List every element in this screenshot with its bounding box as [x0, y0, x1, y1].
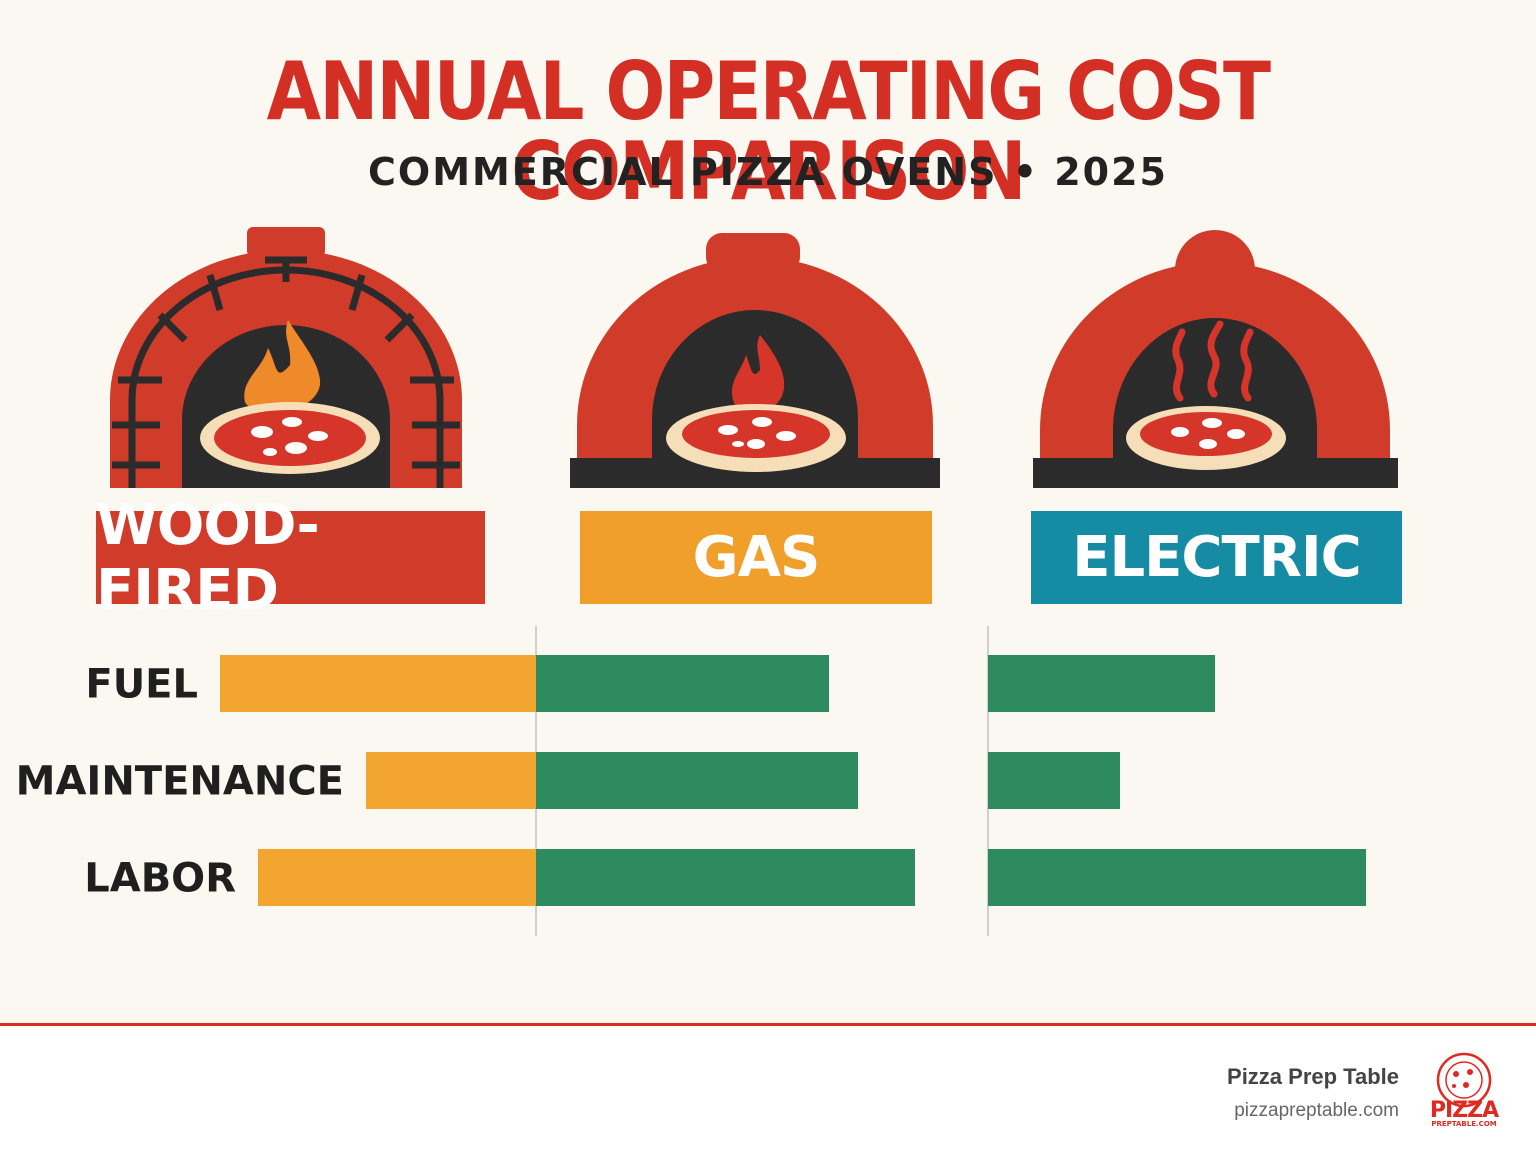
oven-label-text: ELECTRIC: [1072, 525, 1362, 590]
bar-labor-series-1: [258, 849, 536, 906]
logo-wordmark: PIZZA: [1429, 1098, 1499, 1123]
chart-subtitle: COMMERCIAL PIZZA OVENS • 2025: [368, 150, 1168, 194]
brand-name: Pizza Prep Table: [1227, 1064, 1399, 1089]
bar-fuel-series-1: [220, 655, 536, 712]
logo-subtext: PREPTABLE.COM: [1431, 1120, 1497, 1128]
footer: [0, 1026, 1536, 1154]
bar-maintenance-series-1: [366, 752, 536, 809]
bar-maintenance-series-3: [988, 752, 1120, 809]
footer-divider: [0, 1023, 1536, 1026]
category-label-fuel: FUEL: [85, 662, 198, 708]
brick-oven-icon: [110, 227, 462, 488]
electric-oven-icon: [1033, 230, 1398, 488]
oven-label-text: GAS: [692, 525, 821, 590]
oven-illustrations: [110, 227, 1398, 488]
gas-oven-icon: [570, 233, 940, 488]
category-label-labor: LABOR: [84, 856, 236, 902]
cost-bar-chart: FUEL MAINTENANCE LABOR: [16, 626, 1366, 936]
bar-labor-series-2: [536, 849, 915, 906]
oven-label-wood-fired: WOOD-FIRED: [96, 493, 485, 623]
bar-fuel-series-3: [988, 655, 1215, 712]
pizza-logo-icon: [1436, 1052, 1492, 1108]
bar-labor-series-3: [988, 849, 1366, 906]
bar-maintenance-series-2: [536, 752, 858, 809]
oven-label-electric: ELECTRIC: [1031, 511, 1402, 604]
oven-label-text: WOOD-FIRED: [96, 492, 320, 623]
chart-title: ANNUAL OPERATING COST COMPARISON: [266, 45, 1271, 218]
brand-url[interactable]: pizzapreptable.com: [1234, 1100, 1399, 1121]
oven-label-gas: GAS: [580, 511, 932, 604]
bar-fuel-series-2: [536, 655, 829, 712]
category-label-maintenance: MAINTENANCE: [16, 759, 344, 805]
